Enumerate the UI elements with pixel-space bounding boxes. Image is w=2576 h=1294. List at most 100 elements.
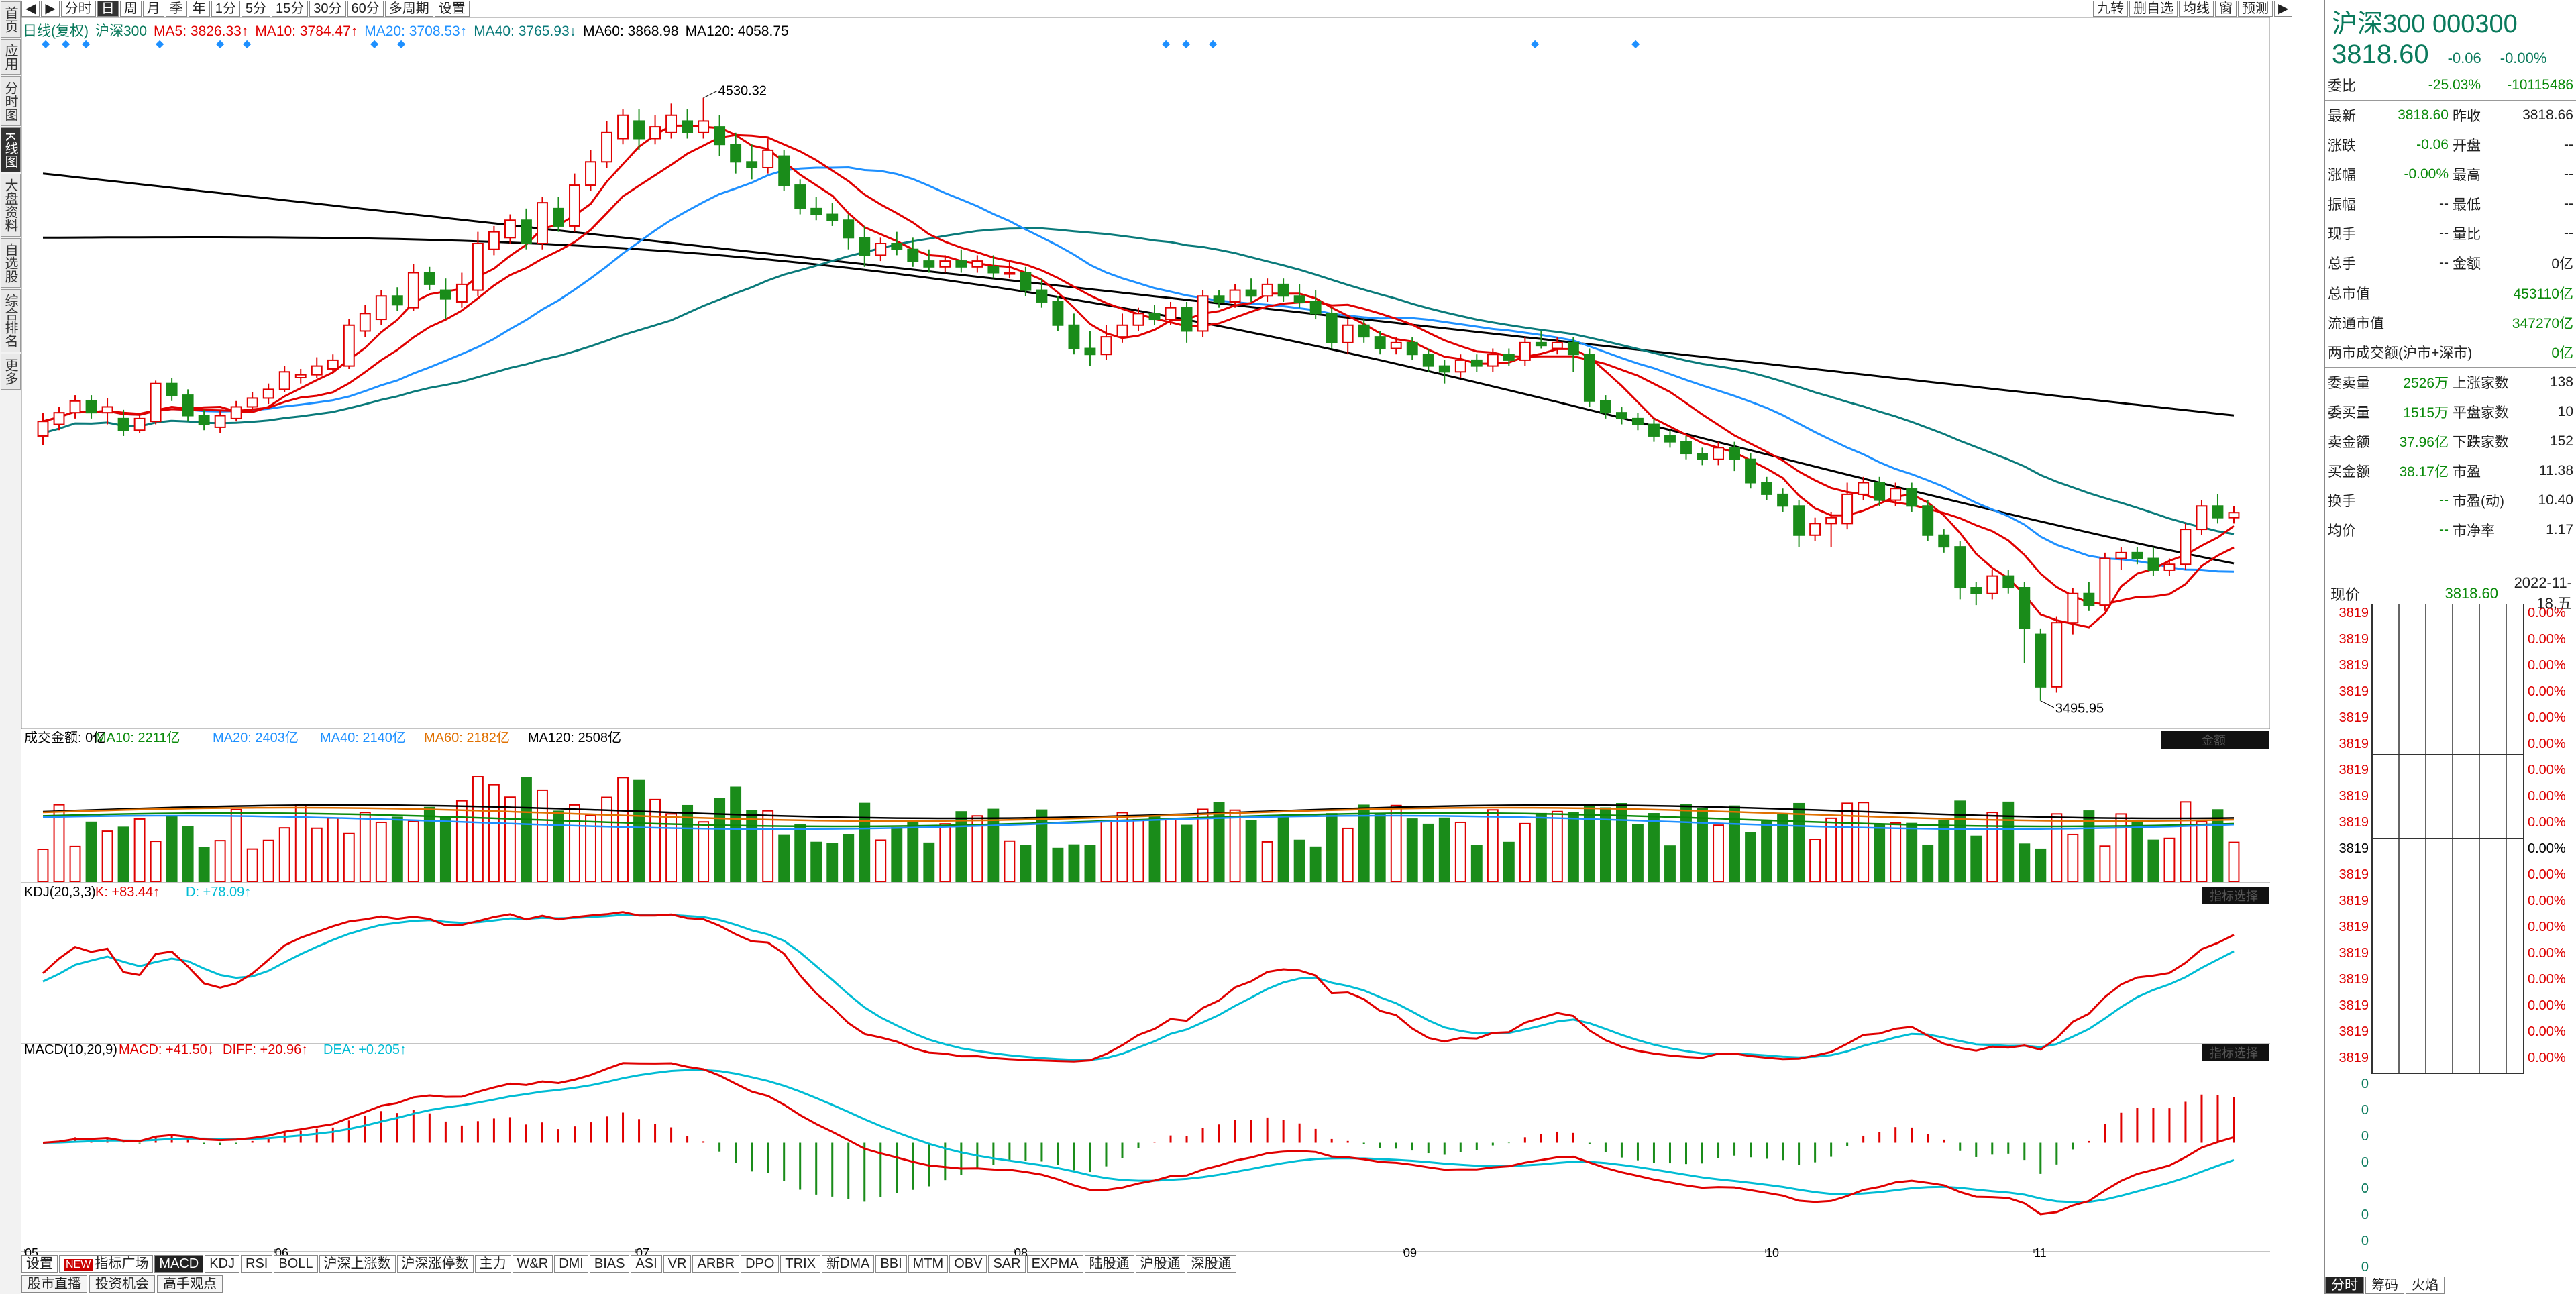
right-tab[interactable]: 分时 — [2325, 1277, 2364, 1294]
nav-item[interactable]: 首页 — [1, 1, 21, 38]
period-button[interactable]: 年 — [188, 0, 210, 17]
volume-bar — [182, 826, 194, 883]
period-button[interactable]: 设置 — [434, 0, 470, 17]
amount-button[interactable] — [2161, 731, 2269, 749]
tool-button[interactable]: 预测 — [2238, 1, 2273, 17]
tool-button[interactable]: 均线 — [2179, 1, 2214, 17]
volume-bar — [1793, 802, 1805, 883]
kdj-select-button[interactable] — [2202, 887, 2269, 904]
period-button[interactable]: ▶ — [41, 0, 60, 17]
volume-bar — [1551, 810, 1563, 883]
tool-button[interactable]: 窗 — [2215, 1, 2237, 17]
nav-item[interactable]: K线图 — [1, 127, 21, 173]
volume-bar — [2131, 821, 2143, 883]
quote-key: 金额 — [2453, 256, 2481, 272]
candle-body — [1970, 587, 1982, 594]
candle-body — [875, 243, 887, 256]
order-value: 138 — [2549, 374, 2573, 390]
candle-body — [1858, 482, 1870, 495]
period-button[interactable]: 周 — [119, 0, 142, 17]
indicator-tab[interactable]: TRIX — [780, 1255, 820, 1273]
period-button[interactable]: 15分 — [272, 0, 309, 17]
period-button[interactable]: 多周期 — [384, 0, 433, 17]
candle-body — [2212, 505, 2224, 519]
period-button[interactable]: 1分 — [211, 0, 240, 17]
indicator-tab[interactable]: RSI — [241, 1255, 273, 1273]
period-button[interactable]: 30分 — [309, 0, 346, 17]
amount-button-label: 金额 — [2202, 734, 2226, 747]
period-button[interactable]: 日 — [97, 0, 119, 17]
right-tab[interactable]: 筹码 — [2365, 1277, 2404, 1294]
tool-button[interactable]: ▶ — [2274, 1, 2293, 17]
indicator-tab[interactable]: 沪深涨停数 — [396, 1255, 474, 1273]
order-row: 卖金额 37.96亿 下跌家数 152 — [2325, 427, 2576, 456]
nav-item[interactable]: 自选股 — [1, 238, 21, 288]
macd-select-button[interactable] — [2202, 1044, 2269, 1061]
indicator-tab[interactable]: OBV — [949, 1255, 987, 1273]
period-button[interactable]: 60分 — [347, 0, 384, 17]
indicator-tab[interactable]: DMI — [554, 1255, 588, 1273]
volume-bar — [214, 840, 226, 882]
indicator-tab[interactable]: BOLL — [274, 1255, 318, 1273]
market-row: 流通市值 347270亿 — [2325, 308, 2576, 337]
market-value: 347270亿 — [2512, 316, 2573, 331]
tick-price-label: 0 — [2361, 1129, 2369, 1144]
indicator-tab[interactable]: BBI — [875, 1255, 907, 1273]
indicator-tab[interactable]: 设置 — [21, 1255, 58, 1273]
indicator-tab[interactable]: 沪深上涨数 — [319, 1255, 396, 1273]
order-key: 上涨家数 — [2453, 376, 2509, 391]
indicator-tab[interactable]: DPO — [741, 1255, 780, 1273]
period-button[interactable]: ◀ — [21, 0, 40, 17]
nav-item[interactable]: 综合排名 — [1, 289, 21, 353]
indicator-tab[interactable]: 新DMA — [821, 1255, 875, 1273]
period-button[interactable]: 月 — [142, 0, 164, 17]
indicator-tab[interactable]: 深股通 — [1186, 1255, 1236, 1273]
volume-bar — [1583, 804, 1595, 882]
period-button[interactable]: 分时 — [60, 0, 96, 17]
indicator-tab[interactable]: 陆股通 — [1084, 1255, 1134, 1273]
volume-bar — [714, 798, 726, 883]
volume-bar — [1438, 817, 1450, 883]
status-tab[interactable]: 股市直播 — [21, 1275, 87, 1293]
volume-bar — [488, 784, 500, 883]
indicator-tab[interactable]: BIAS — [589, 1255, 630, 1273]
indicator-tab[interactable]: ASI — [631, 1255, 662, 1273]
weibi-row: 委比 -25.03% -10115486 — [2325, 70, 2576, 100]
period-button[interactable]: 季 — [165, 0, 187, 17]
nav-item[interactable]: 应用 — [1, 39, 21, 75]
nav-item[interactable]: 分时图 — [1, 76, 21, 126]
volume-bar — [1454, 821, 1466, 882]
candle-body — [714, 126, 726, 146]
tool-button[interactable]: 删自选 — [2129, 1, 2178, 17]
nav-item[interactable]: 大盘资料 — [1, 174, 21, 237]
period-button[interactable]: 5分 — [241, 0, 271, 17]
tick-pct-label: 0.00% — [2528, 998, 2566, 1013]
volume-bar — [2019, 843, 2031, 883]
indicator-tab[interactable]: ARBR — [692, 1255, 740, 1273]
indicator-tab[interactable]: W&R — [512, 1255, 553, 1273]
right-tab[interactable]: 火焰 — [2406, 1277, 2445, 1294]
event-marker: ◆ — [397, 38, 406, 50]
indicator-plaza-tab[interactable]: NEW 指标广场 — [59, 1255, 154, 1273]
tool-button[interactable]: 九转 — [2093, 1, 2128, 17]
candle-body — [117, 417, 129, 431]
indicator-tab[interactable]: VR — [663, 1255, 692, 1273]
indicator-tab[interactable]: KDJ — [205, 1255, 240, 1273]
nav-item[interactable]: 更多 — [1, 354, 21, 390]
status-tab[interactable]: 高手观点 — [157, 1275, 223, 1293]
indicator-tab[interactable]: EXPMA — [1026, 1255, 1083, 1273]
candle-body — [53, 412, 65, 425]
indicator-tab[interactable]: MTM — [908, 1255, 949, 1273]
status-tab[interactable]: 投资机会 — [89, 1275, 155, 1293]
indicator-tab[interactable]: MACD — [154, 1255, 204, 1273]
indicator-tabs: 设置 NEW 指标广场 MACD KDJ RSI BOLL 沪深上涨数 沪深涨停数 主力 W&R DM… — [21, 1254, 1238, 1273]
candle-body — [1406, 341, 1418, 356]
kline-svg: 4612448243524220409039603830369935694530… — [21, 17, 2314, 1260]
candle-body — [359, 313, 371, 332]
indicator-tab[interactable]: 主力 — [474, 1255, 511, 1273]
vol-legend-a: 成交金额: 0亿 — [24, 730, 106, 745]
indicator-tab[interactable]: 沪股通 — [1135, 1255, 1185, 1273]
quote-value: 3818.66 — [2522, 107, 2573, 123]
volume-bar — [1954, 800, 1966, 883]
indicator-tab[interactable]: SAR — [988, 1255, 1026, 1273]
